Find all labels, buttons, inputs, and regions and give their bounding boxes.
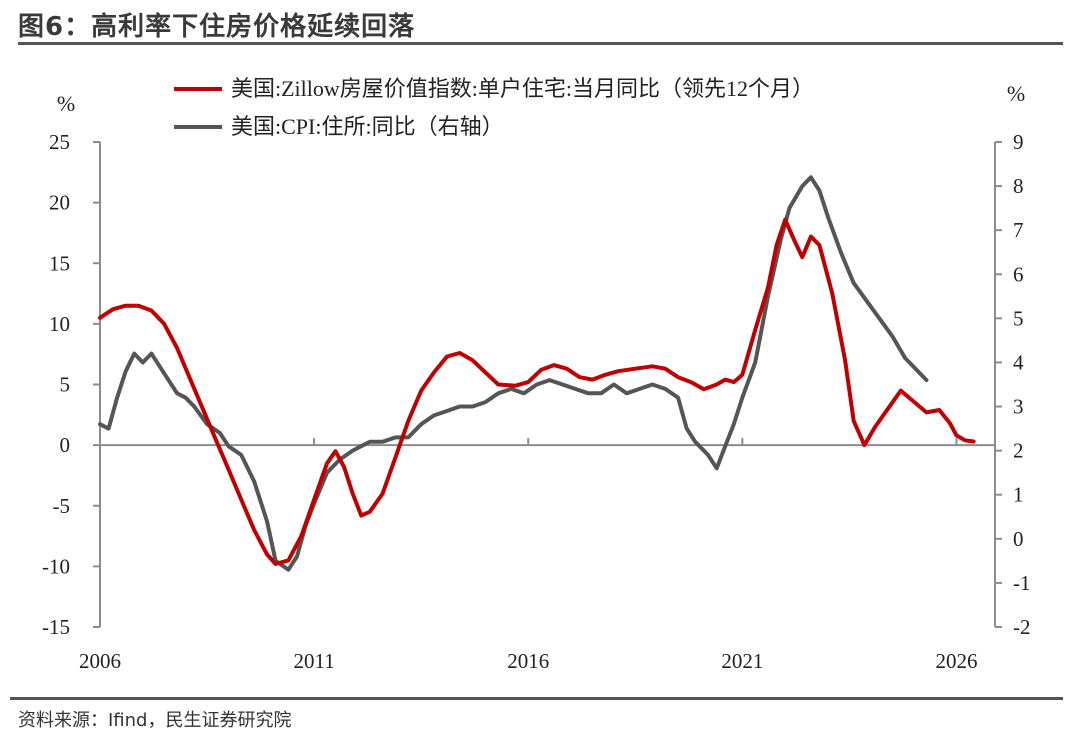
x-tick-label: 2016: [507, 649, 549, 673]
left-unit-label: %: [57, 91, 75, 116]
x-tick-label: 2006: [79, 649, 121, 673]
series-line-zillow-hvi: [98, 217, 976, 566]
chart-legend: 美国:Zillow房屋价值指数:单户住宅:当月同比（领先12个月） 美国:CPI:…: [174, 76, 814, 139]
footer-divider: [10, 697, 1063, 700]
left-tick-label: -5: [53, 494, 71, 518]
left-tick-label: -15: [42, 615, 70, 639]
right-tick-label: 3: [1013, 395, 1024, 419]
right-tick-label: 7: [1013, 218, 1024, 242]
left-tick-label: 5: [60, 373, 71, 397]
x-tick-label: 2011: [293, 649, 334, 673]
right-tick-label: 1: [1013, 483, 1024, 507]
left-tick-label: 15: [49, 251, 70, 275]
left-tick-label: 10: [49, 312, 70, 336]
left-tick-label: 0: [60, 433, 71, 457]
source-note: 资料来源：Ifind，民生证券研究院: [18, 710, 292, 731]
legend-label: 美国:Zillow房屋价值指数:单户住宅:当月同比（领先12个月）: [231, 76, 814, 101]
right-tick-label: 8: [1013, 174, 1024, 198]
right-tick-label: 0: [1013, 527, 1024, 551]
right-tick-label: -2: [1013, 615, 1031, 639]
series-line-cpi-shelter: [98, 175, 929, 572]
figure-title: 图6：高利率下住房价格延续回落: [18, 12, 416, 42]
right-tick-label: 6: [1013, 262, 1024, 286]
left-tick-label: 20: [49, 191, 70, 215]
right-tick-label: 9: [1013, 130, 1024, 154]
left-tick-label: 25: [49, 130, 70, 154]
right-tick-label: 2: [1013, 439, 1024, 463]
x-tick-label: 2026: [935, 649, 977, 673]
right-tick-label: -1: [1013, 571, 1031, 595]
right-unit-label: %: [1007, 81, 1025, 106]
title-divider: [18, 42, 1063, 45]
x-tick-label: 2021: [721, 649, 763, 673]
left-tick-label: -10: [42, 554, 70, 578]
legend-label: 美国:CPI:住所:同比（右轴）: [231, 114, 504, 139]
right-tick-label: 4: [1013, 350, 1024, 374]
chart-lines: [98, 175, 976, 572]
right-tick-label: 5: [1013, 306, 1024, 330]
